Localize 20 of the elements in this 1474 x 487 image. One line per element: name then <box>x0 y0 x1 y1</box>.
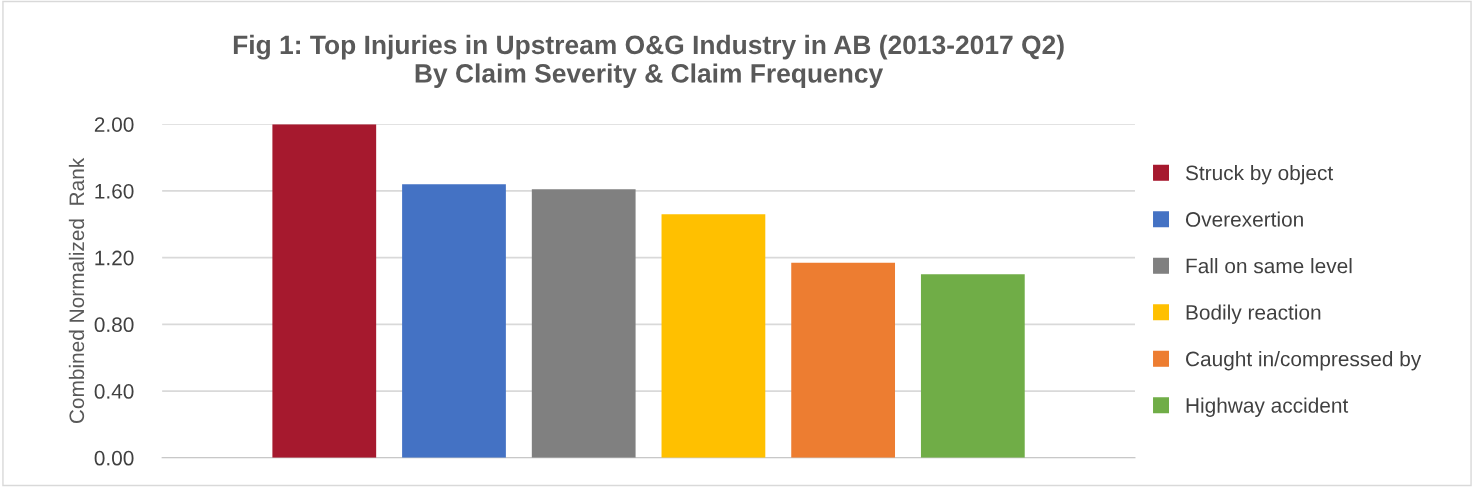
legend-label: Fall on same level <box>1186 258 1352 274</box>
y-tick-label: 2.00 <box>94 117 134 132</box>
y-tick-label: 1.20 <box>95 250 134 266</box>
legend-label: Caught in/compressed by <box>1186 351 1422 371</box>
legend-label: Struck by object <box>1185 165 1334 185</box>
bar <box>791 262 896 458</box>
legend-label: Highway accident <box>1186 397 1349 417</box>
legend-label: Bodily reaction <box>1186 304 1321 324</box>
bar <box>920 274 1025 458</box>
y-tick-label: 0.40 <box>94 384 134 399</box>
y-tick-label: 1.60 <box>95 183 134 199</box>
bar <box>661 214 766 458</box>
bar <box>272 124 377 458</box>
legend-label: Overexertion <box>1185 211 1303 227</box>
y-axis-title: Combined Normalized Rank <box>68 157 85 424</box>
chart-title: Fig 1: Top Injuries in Upstream O&G Industry in AB (2013-2017 Q2) By Claim Severity & Claim Frequency <box>233 34 1064 88</box>
bar <box>402 184 506 458</box>
bar <box>531 189 636 458</box>
y-tick-label: 0.80 <box>94 317 134 333</box>
y-tick-label: 0.00 <box>94 450 134 466</box>
